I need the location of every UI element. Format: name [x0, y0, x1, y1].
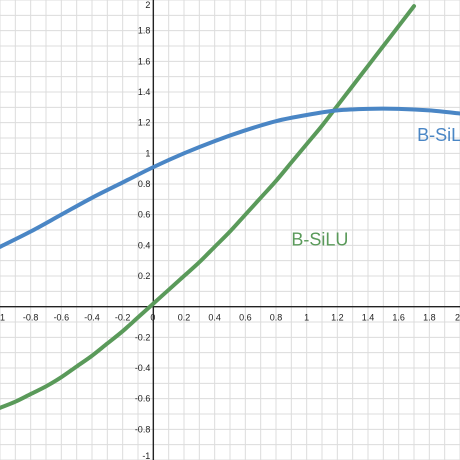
b-silu-line — [0, 4, 416, 410]
y-tick-label: 1.4 — [138, 87, 151, 97]
x-tick-label: -0.2 — [115, 313, 131, 323]
y-tick-label: -0.8 — [135, 424, 151, 434]
b-silu-derivative-label: B-SiLU' — [417, 125, 460, 145]
x-tick-label: 0.8 — [270, 313, 283, 323]
x-tick-label: 1.8 — [423, 313, 436, 323]
y-tick-label: -0.6 — [135, 394, 151, 404]
y-tick-label: -0.2 — [135, 332, 151, 342]
x-tick-label: 0.2 — [178, 313, 191, 323]
x-tick-label: 0.6 — [239, 313, 252, 323]
series-lines — [0, 4, 460, 410]
y-tick-label: 1.2 — [138, 118, 151, 128]
x-tick-label: 1.2 — [331, 313, 344, 323]
y-tick-label: 0.2 — [138, 271, 151, 281]
y-tick-label: -0.4 — [135, 363, 151, 373]
x-tick-label: -0.4 — [84, 313, 100, 323]
x-tick-label: 0 — [150, 313, 155, 323]
y-tick-label: 0.6 — [138, 210, 151, 220]
x-tick-label: 1.4 — [362, 313, 375, 323]
y-tick-label: -1 — [142, 451, 150, 460]
x-tick-label: -0.6 — [54, 313, 70, 323]
b-silu-derivative-line — [0, 106, 460, 249]
x-tick-label: 1 — [304, 313, 309, 323]
x-tick-label: -0.8 — [23, 313, 39, 323]
series-annotations: B-SiLU' B-SiLU — [291, 125, 460, 249]
y-tick-label: 1.6 — [138, 56, 151, 66]
y-tick-label: 0.4 — [138, 240, 151, 250]
y-tick-label: 1 — [145, 148, 150, 158]
y-tick-label: 0.8 — [138, 179, 151, 189]
b-silu-label: B-SiLU — [291, 229, 348, 249]
y-tick-label: 1.8 — [138, 26, 151, 36]
y-tick-label: 2 — [145, 0, 150, 10]
x-tick-label: 1 — [0, 313, 5, 323]
x-tick-label: 1.6 — [392, 313, 405, 323]
x-tick-label: 2 — [455, 313, 460, 323]
x-tick-label: 0.4 — [208, 313, 221, 323]
